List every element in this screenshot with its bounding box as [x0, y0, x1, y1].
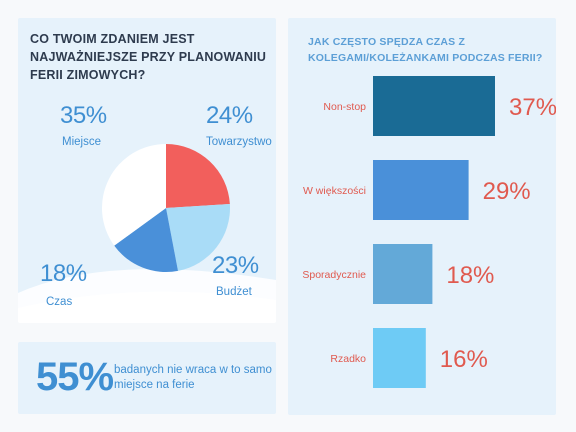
pie-slice-miejsce: [101, 144, 166, 246]
pie-value-label-czas: 18%: [40, 260, 87, 287]
bar-value-label-sporadycznie: 18%: [446, 262, 494, 289]
pie-value-label-towarzystwo: 24%: [206, 102, 253, 129]
pie-category-label-towarzystwo: Towarzystwo: [206, 136, 272, 148]
bar-category-label-non-stop: Non-stop: [323, 101, 366, 113]
pie-chart-title: CO TWOIM ZDANIEM JEST NAJWAŻNIEJSZE PRZY…: [30, 32, 267, 82]
bar-value-label-rzadko: 16%: [440, 346, 488, 373]
pie-slice-bud-et: [166, 203, 230, 271]
pie-category-label-budzet: Budżet: [216, 286, 252, 298]
bar-chart-svg: Non-stop 37% W większości 29% Sporadycznie 18…: [302, 76, 556, 388]
bar-value-label-non-stop: 37%: [509, 94, 556, 121]
bar-non-stop: [373, 76, 495, 136]
pie-value-label-budzet: 23%: [212, 252, 259, 279]
bar-rzadko: [373, 328, 426, 388]
bar-sporadycznie: [373, 244, 433, 304]
bar-category-label-sporadycznie: Sporadycznie: [302, 269, 366, 281]
bar-w-wi-kszo-ci: [373, 160, 469, 220]
stat-panel: 55% badanych nie wraca w to samo miejsce…: [18, 342, 276, 414]
pie-chart-svg: [18, 144, 276, 323]
bar-category-label-rzadko: Rzadko: [330, 353, 366, 365]
pie-category-label-czas: Czas: [46, 296, 73, 308]
bar-category-label-w-wi-kszo-ci: W większości: [303, 185, 366, 197]
pie-slice-towarzystwo: [166, 144, 230, 208]
bar-value-label-w-wi-kszo-ci: 29%: [483, 178, 531, 205]
pie-value-label-miejsce: 35%: [60, 102, 107, 129]
pie-slice-czas: [114, 208, 178, 273]
pie-chart-panel: CO TWOIM ZDANIEM JEST NAJWAŻNIEJSZE PRZY…: [18, 18, 276, 323]
stat-text: badanych nie wraca w to samo miejsce na …: [114, 364, 272, 391]
bar-chart-title: JAK CZĘSTO SPĘDZA CZAS Z KOLEGAMI/KOLEŻA…: [308, 36, 543, 64]
bar-chart-panel: JAK CZĘSTO SPĘDZA CZAS Z KOLEGAMI/KOLEŻA…: [288, 18, 556, 415]
pie-category-label-miejsce: Miejsce: [62, 136, 101, 148]
stat-number: 55%: [36, 355, 114, 399]
snow-hill-decoration: [18, 269, 276, 323]
